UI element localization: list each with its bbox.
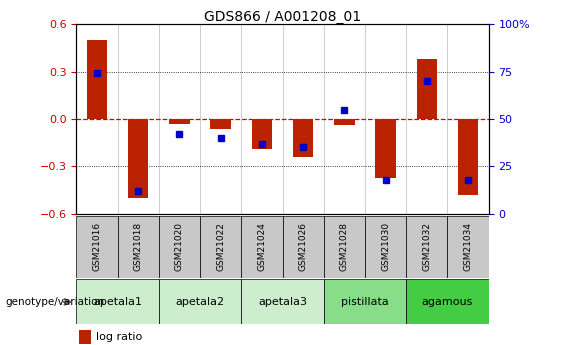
Text: pistillata: pistillata (341, 297, 389, 307)
Text: GDS866 / A001208_01: GDS866 / A001208_01 (204, 10, 361, 24)
Bar (79, 330, 91, 344)
Bar (76, 216, 118, 278)
Text: agamous: agamous (422, 297, 473, 307)
Bar (375, 119, 396, 178)
Text: genotype/variation: genotype/variation (6, 297, 105, 307)
Bar (76, 279, 159, 324)
Text: GSM21016: GSM21016 (93, 222, 101, 271)
Bar (241, 216, 282, 278)
Bar (365, 216, 406, 278)
Bar (241, 279, 324, 324)
Bar (406, 279, 489, 324)
Text: GSM21026: GSM21026 (299, 222, 307, 271)
Bar (86, 40, 107, 119)
Bar (293, 119, 314, 157)
Bar (334, 119, 355, 125)
Bar (282, 216, 324, 278)
Text: GSM21034: GSM21034 (464, 222, 472, 271)
Bar (458, 119, 479, 195)
Text: apetala3: apetala3 (258, 297, 307, 307)
Text: GSM21018: GSM21018 (134, 222, 142, 271)
Text: log ratio: log ratio (97, 332, 143, 342)
Bar (118, 216, 159, 278)
Text: GSM21024: GSM21024 (258, 222, 266, 271)
Bar (159, 216, 200, 278)
Bar (169, 119, 190, 124)
Text: apetala1: apetala1 (93, 297, 142, 307)
Bar (210, 119, 231, 128)
Text: GSM21030: GSM21030 (381, 222, 390, 271)
Text: apetala2: apetala2 (176, 297, 224, 307)
Bar (159, 279, 241, 324)
Bar (128, 119, 149, 198)
Bar (406, 216, 447, 278)
Text: GSM21020: GSM21020 (175, 222, 184, 271)
Bar (324, 279, 406, 324)
Bar (324, 216, 365, 278)
Bar (447, 216, 489, 278)
Text: GSM21022: GSM21022 (216, 222, 225, 271)
Bar (416, 59, 437, 119)
Bar (200, 216, 241, 278)
Text: GSM21028: GSM21028 (340, 222, 349, 271)
Bar (251, 119, 272, 149)
Text: GSM21032: GSM21032 (423, 222, 431, 271)
